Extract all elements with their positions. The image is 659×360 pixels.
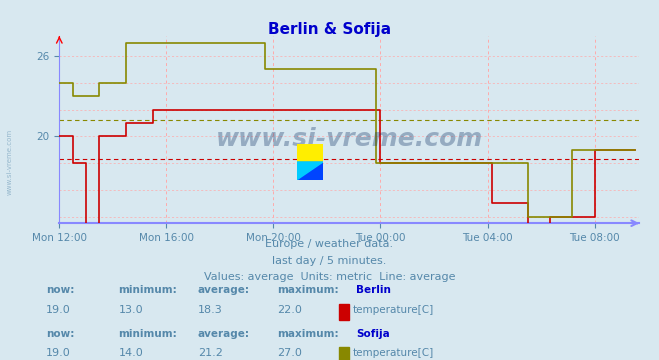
Text: minimum:: minimum: — [119, 285, 177, 296]
Polygon shape — [297, 162, 323, 180]
Text: temperature[C]: temperature[C] — [353, 305, 434, 315]
Bar — [297, 144, 323, 162]
Text: 22.0: 22.0 — [277, 305, 302, 315]
Text: minimum:: minimum: — [119, 329, 177, 339]
Text: average:: average: — [198, 285, 250, 296]
Bar — [297, 162, 323, 180]
Text: Berlin & Sofija: Berlin & Sofija — [268, 22, 391, 37]
Text: 13.0: 13.0 — [119, 305, 143, 315]
Text: 27.0: 27.0 — [277, 348, 302, 359]
Text: Berlin: Berlin — [356, 285, 391, 296]
Text: 18.3: 18.3 — [198, 305, 223, 315]
Text: Values: average  Units: metric  Line: average: Values: average Units: metric Line: aver… — [204, 272, 455, 282]
Text: Sofija: Sofija — [356, 329, 389, 339]
Text: 14.0: 14.0 — [119, 348, 144, 359]
Text: now:: now: — [46, 329, 74, 339]
Text: maximum:: maximum: — [277, 329, 339, 339]
Text: now:: now: — [46, 285, 74, 296]
Text: 19.0: 19.0 — [46, 305, 71, 315]
Text: 19.0: 19.0 — [46, 348, 71, 359]
Text: average:: average: — [198, 329, 250, 339]
Text: temperature[C]: temperature[C] — [353, 348, 434, 359]
Text: Europe / weather data.: Europe / weather data. — [266, 239, 393, 249]
Text: last day / 5 minutes.: last day / 5 minutes. — [272, 256, 387, 266]
Text: 21.2: 21.2 — [198, 348, 223, 359]
Text: www.si-vreme.com: www.si-vreme.com — [7, 129, 13, 195]
Text: www.si-vreme.com: www.si-vreme.com — [215, 127, 483, 151]
Text: maximum:: maximum: — [277, 285, 339, 296]
